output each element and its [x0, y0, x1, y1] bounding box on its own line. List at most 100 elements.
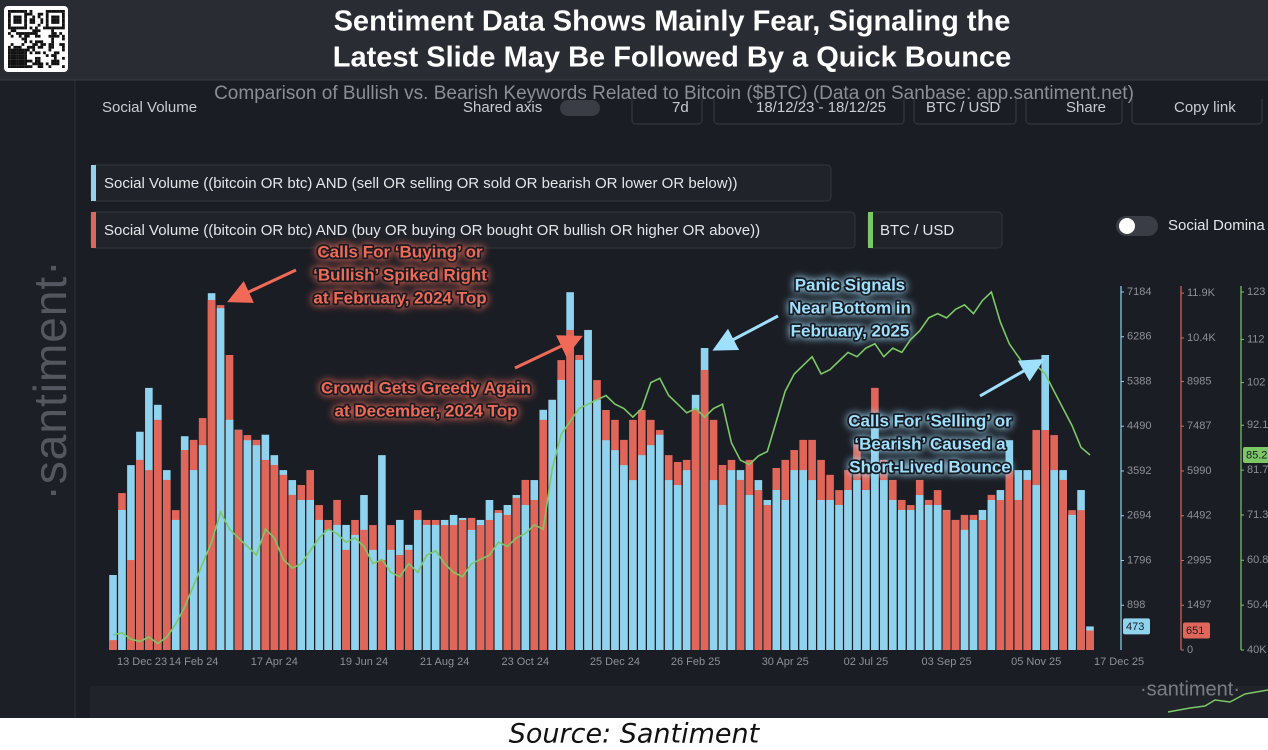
qr-cell [51, 18, 54, 22]
bar [566, 329, 574, 650]
toolbar-item[interactable]: BTC / USD [926, 99, 1000, 116]
qr-cell [59, 43, 63, 46]
qr-cell [35, 56, 38, 60]
price-line [112, 290, 1091, 645]
bar [422, 524, 431, 650]
watermark-small: ·santiment· [1140, 678, 1240, 700]
qr-cell [29, 32, 33, 35]
button[interactable] [1025, 92, 1123, 125]
button[interactable] [913, 92, 1017, 125]
qr-cell [21, 26, 25, 30]
qr-cell [37, 12, 41, 16]
bar [458, 519, 467, 650]
bar [853, 480, 861, 650]
toggle-label[interactable]: Social Domina [1168, 217, 1265, 234]
toolbar-item[interactable]: Copy link [1174, 99, 1236, 116]
qr-cell [29, 45, 33, 49]
bar [1032, 485, 1041, 650]
current-value-box [1123, 618, 1150, 635]
y-tick-label: 4492 [1187, 510, 1211, 522]
annotation-text: Short-Lived Bounce [849, 457, 1011, 476]
bar [369, 549, 377, 650]
qr-cell [56, 34, 60, 38]
qr-cell [35, 32, 38, 35]
toolbar-item[interactable]: Share [1066, 99, 1106, 116]
qr-cell [62, 45, 65, 49]
qr-cell [62, 15, 65, 19]
bar [207, 300, 216, 650]
qr-cell [24, 62, 27, 66]
bar [1059, 479, 1067, 650]
qr-cell [45, 12, 49, 16]
qr-cell [32, 45, 36, 49]
annotation-text: Near Bottom in [789, 298, 911, 317]
caption-band [0, 718, 1268, 750]
y-tick-label: 50.4 [1247, 599, 1268, 611]
qr-cell [29, 21, 33, 24]
qr-cell [48, 43, 52, 46]
bar [530, 499, 539, 650]
button[interactable] [1131, 92, 1263, 125]
qr-cell [40, 45, 44, 49]
qr-cell [35, 59, 38, 63]
legend: Social Volume ((bitcoin OR btc) AND (sel… [90, 164, 1265, 249]
y-tick-label: 92.1 [1247, 419, 1268, 431]
qr-cell [48, 26, 52, 30]
toolbar-item[interactable]: Shared axis [463, 99, 542, 116]
qr-cell [29, 40, 33, 44]
qr-cell [53, 62, 57, 66]
bar [1014, 499, 1023, 650]
qr-cell [40, 62, 44, 66]
qr-cell [40, 21, 44, 24]
x-tick-label: 30 Apr 25 [762, 656, 809, 668]
bar [216, 308, 225, 650]
qr-cell [24, 34, 27, 38]
bar [602, 440, 610, 650]
qr-cell [51, 43, 54, 46]
toolbar-item[interactable]: 7d [672, 99, 689, 116]
qr-cell [18, 15, 22, 19]
bar [646, 445, 655, 650]
legend-swatch [91, 165, 96, 201]
qr-cell [45, 21, 49, 24]
toolbar-item[interactable]: 18/12/23 - 18/12/25 [756, 99, 886, 116]
bar [467, 529, 476, 650]
bar [1023, 479, 1032, 650]
y-tick-label: 7487 [1187, 420, 1211, 432]
qr-cell [45, 18, 49, 22]
button[interactable] [631, 92, 703, 125]
arrow [514, 335, 583, 370]
qr-cell [13, 62, 17, 66]
qr-cell [51, 45, 54, 49]
annotation-text: ‘Bearish’ Caused a [854, 434, 1006, 453]
qr-cell [8, 45, 11, 49]
bar [118, 509, 126, 650]
y-tick-label: 7184 [1127, 286, 1151, 298]
y-tick-label: 1796 [1127, 554, 1151, 566]
button[interactable] [713, 92, 905, 125]
bar [243, 440, 252, 650]
qr-cell [24, 59, 27, 63]
bar [315, 519, 323, 650]
header-band [0, 0, 1268, 80]
qr-cell [18, 48, 22, 52]
qr-cell [16, 51, 19, 55]
bar [862, 490, 870, 650]
bar [718, 504, 727, 650]
qr-cell [26, 32, 30, 35]
toolbar-item[interactable]: Social Volume [102, 99, 197, 116]
bar [933, 504, 942, 650]
qr-cell [32, 32, 36, 35]
qr-cell [24, 26, 27, 30]
bar [996, 499, 1005, 650]
qr-cell [18, 26, 22, 30]
x-tick-label: 05 Nov 25 [1011, 656, 1061, 668]
bar [279, 474, 288, 650]
bar [413, 519, 422, 650]
bar [978, 519, 987, 650]
toggle[interactable] [560, 100, 600, 116]
bar [826, 500, 834, 650]
qr-cell [43, 43, 46, 46]
qr-cell [51, 26, 54, 30]
qr-cell [21, 59, 25, 63]
